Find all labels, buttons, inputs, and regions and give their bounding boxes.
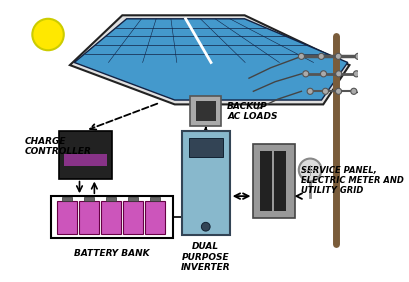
- Bar: [59, 131, 112, 179]
- Circle shape: [353, 71, 359, 77]
- Circle shape: [350, 88, 356, 94]
- Circle shape: [354, 53, 360, 60]
- Bar: [181, 131, 229, 235]
- Text: DUAL
PURPOSE
INVERTER: DUAL PURPOSE INVERTER: [180, 243, 230, 272]
- Bar: [260, 151, 271, 211]
- Circle shape: [302, 71, 308, 77]
- Bar: [253, 144, 294, 218]
- Circle shape: [317, 53, 324, 60]
- Bar: [150, 197, 160, 201]
- Bar: [51, 196, 173, 238]
- Circle shape: [32, 19, 64, 50]
- Text: SERVICE PANEL,
ELECTRIC METER AND
UTILITY GRID: SERVICE PANEL, ELECTRIC METER AND UTILIT…: [301, 166, 403, 195]
- Bar: [101, 201, 121, 234]
- Bar: [190, 96, 220, 126]
- Circle shape: [321, 88, 328, 94]
- Bar: [188, 138, 222, 157]
- Bar: [64, 154, 107, 166]
- Circle shape: [335, 53, 341, 60]
- Polygon shape: [74, 19, 347, 100]
- Text: CHARGE
CONTROLLER: CHARGE CONTROLLER: [25, 137, 91, 156]
- Circle shape: [201, 222, 209, 231]
- Circle shape: [335, 88, 341, 94]
- Text: BATTERY BANK: BATTERY BANK: [74, 248, 149, 257]
- Text: BACKUP
AC LOADS: BACKUP AC LOADS: [227, 102, 277, 121]
- Bar: [144, 201, 165, 234]
- Bar: [195, 101, 215, 121]
- Circle shape: [298, 158, 321, 181]
- Polygon shape: [70, 15, 348, 104]
- Bar: [128, 197, 138, 201]
- Bar: [79, 201, 99, 234]
- Circle shape: [320, 71, 326, 77]
- Circle shape: [298, 53, 304, 60]
- Bar: [274, 151, 285, 211]
- Circle shape: [335, 71, 341, 77]
- Bar: [106, 197, 116, 201]
- Bar: [62, 197, 72, 201]
- Bar: [57, 201, 77, 234]
- Bar: [84, 197, 94, 201]
- Bar: [123, 201, 143, 234]
- Circle shape: [306, 88, 312, 94]
